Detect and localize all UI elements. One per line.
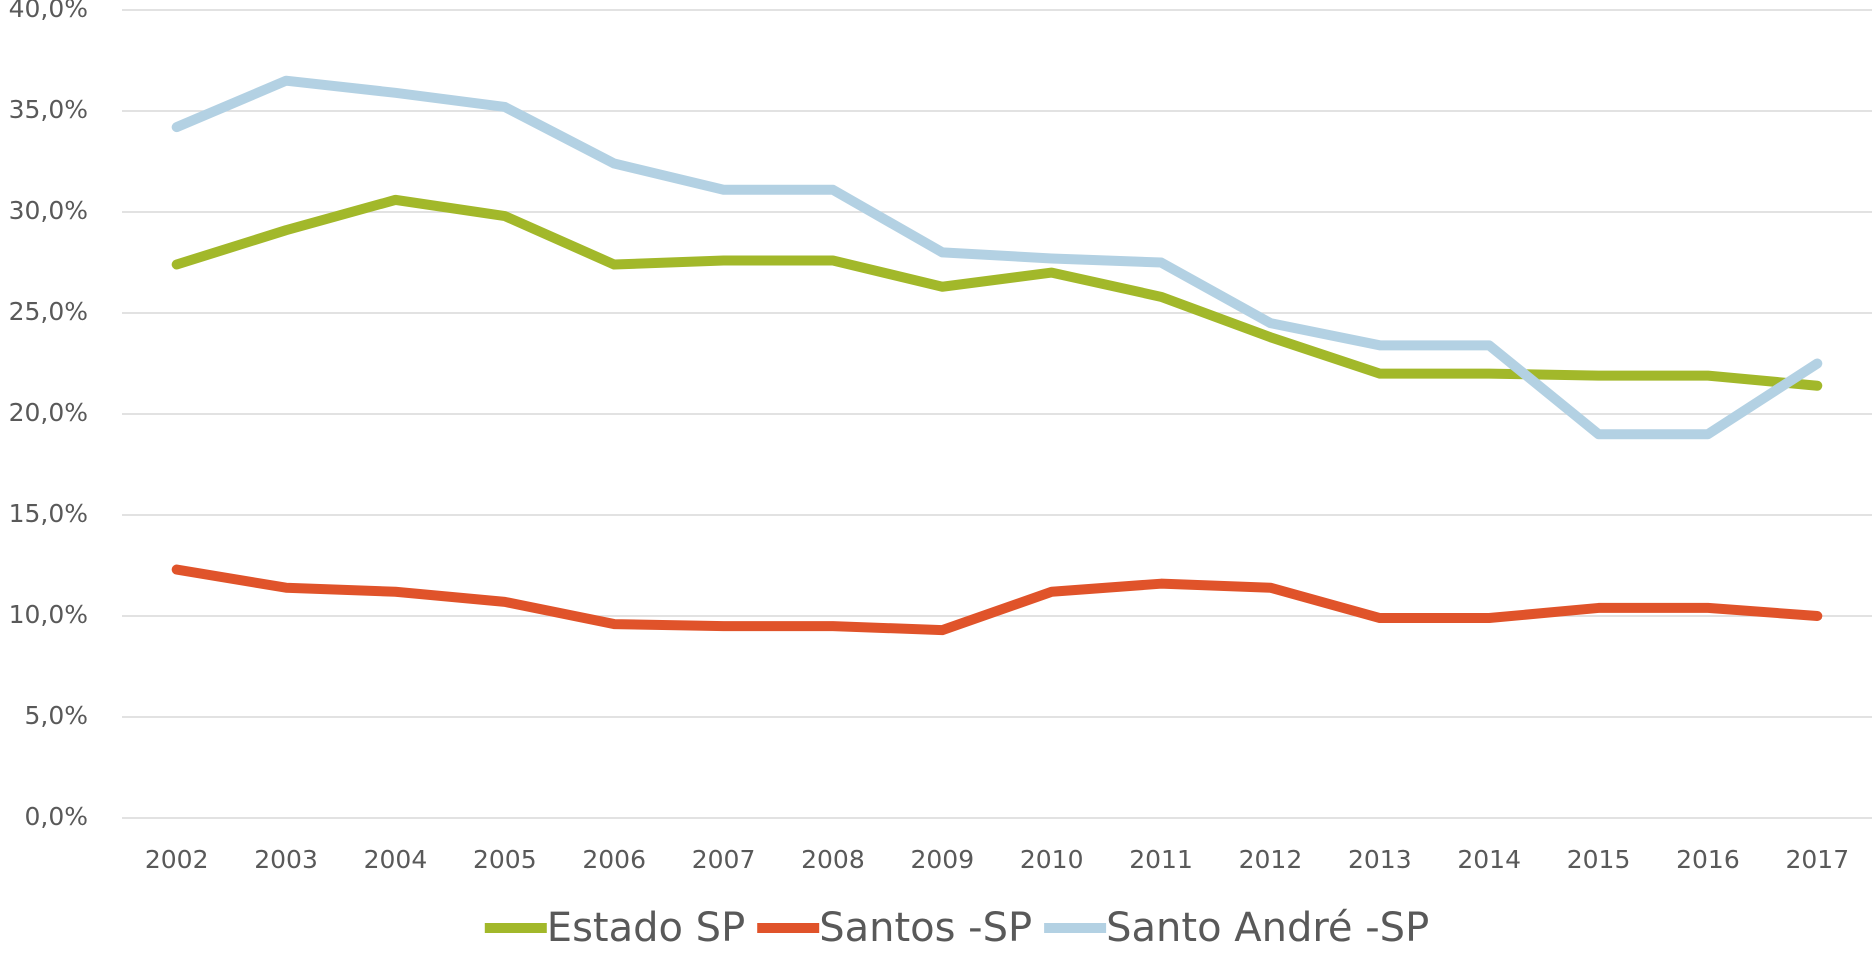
x-tick-label: 2012 bbox=[1239, 845, 1303, 874]
x-tick-label: 2016 bbox=[1676, 845, 1740, 874]
x-tick-label: 2011 bbox=[1129, 845, 1193, 874]
x-tick-label: 2010 bbox=[1020, 845, 1084, 874]
x-tick-label: 2008 bbox=[801, 845, 865, 874]
x-tick-label: 2003 bbox=[254, 845, 318, 874]
series-line bbox=[171, 194, 1823, 391]
legend-label: Estado SP bbox=[547, 905, 745, 951]
x-tick-label: 2006 bbox=[582, 845, 646, 874]
y-tick-label: 5,0% bbox=[24, 701, 88, 730]
y-tick-label: 0,0% bbox=[24, 802, 88, 831]
y-tick-label: 25,0% bbox=[9, 297, 88, 326]
series-line bbox=[171, 75, 1823, 440]
x-tick-label: 2014 bbox=[1457, 845, 1521, 874]
y-tick-label: 40,0% bbox=[9, 0, 88, 23]
y-tick-label: 20,0% bbox=[9, 398, 88, 427]
x-tick-label: 2015 bbox=[1567, 845, 1631, 874]
series-line bbox=[171, 564, 1823, 636]
x-tick-label: 2009 bbox=[911, 845, 975, 874]
y-tick-label: 15,0% bbox=[9, 499, 88, 528]
y-tick-label: 10,0% bbox=[9, 600, 88, 629]
x-tick-label: 2004 bbox=[364, 845, 428, 874]
x-tick-label: 2005 bbox=[473, 845, 537, 874]
x-tick-label: 2013 bbox=[1348, 845, 1412, 874]
legend-label: Santo André -SP bbox=[1106, 905, 1429, 951]
y-tick-label: 35,0% bbox=[9, 95, 88, 124]
x-tick-label: 2007 bbox=[692, 845, 756, 874]
x-tick-label: 2002 bbox=[145, 845, 209, 874]
y-tick-label: 30,0% bbox=[9, 196, 88, 225]
legend-label: Santos -SP bbox=[819, 905, 1032, 951]
x-tick-label: 2017 bbox=[1786, 845, 1850, 874]
